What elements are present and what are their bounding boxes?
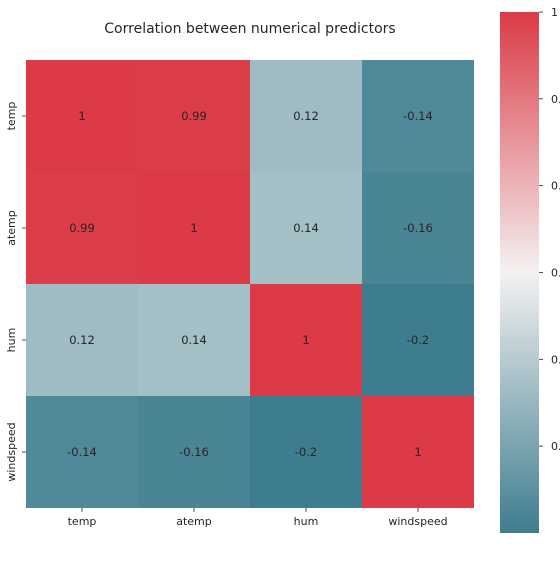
colorbar-tick-label: 0.8 <box>551 93 560 106</box>
colorbar-tick-label: 0.6 <box>551 180 560 193</box>
heatmap-cell <box>138 284 250 396</box>
heatmap-cell <box>250 396 362 508</box>
x-axis: temp atemp hum windspeed <box>68 508 448 528</box>
cell-value-label: -0.14 <box>403 109 433 123</box>
x-tick-label: windspeed <box>388 515 447 528</box>
heatmap-cell <box>362 396 474 508</box>
cell-value-label: -0.16 <box>179 445 209 459</box>
heatmap-cell <box>26 284 138 396</box>
cell-value-label: 1 <box>302 333 309 347</box>
colorbar: 1 0.8 0.6 0.4 0.2 0.0 <box>500 6 560 533</box>
heatmap-cell <box>362 60 474 172</box>
colorbar-tick-label: 1 <box>551 6 558 19</box>
heatmap-cells: 1 0.99 0.12 -0.14 0.99 1 0.14 -0.16 0.12 0.14 1 -0.… <box>26 60 474 508</box>
cell-value-label: -0.2 <box>295 445 317 459</box>
colorbar-gradient <box>500 12 539 533</box>
heatmap-cell <box>250 284 362 396</box>
colorbar-tick-label: 0.2 <box>551 353 560 366</box>
cell-value-label: 0.99 <box>69 221 95 235</box>
x-tick-label: temp <box>68 515 97 528</box>
y-tick-label: temp <box>5 102 18 131</box>
heatmap-cell <box>138 396 250 508</box>
cell-value-label: 0.99 <box>181 109 207 123</box>
heatmap-cell <box>26 396 138 508</box>
cell-value-label: -0.14 <box>67 445 97 459</box>
colorbar-tick-label: 0.4 <box>551 267 560 280</box>
cell-value-label: 0.14 <box>293 221 319 235</box>
cell-value-label: -0.2 <box>407 333 429 347</box>
y-tick-label: atemp <box>5 210 18 246</box>
colorbar-tick-label: 0.0 <box>551 440 560 453</box>
chart-title: Correlation between numerical predictors <box>104 21 395 37</box>
x-tick-label: atemp <box>176 515 212 528</box>
cell-value-label: 0.12 <box>293 109 319 123</box>
cell-value-label: 1 <box>414 445 421 459</box>
heatmap-cell <box>250 172 362 284</box>
cell-value-label: 0.14 <box>181 333 207 347</box>
cell-value-label: 1 <box>190 221 197 235</box>
y-tick-label: windspeed <box>5 422 18 481</box>
cell-value-label: -0.16 <box>403 221 433 235</box>
y-axis: temp atemp hum windspeed <box>5 102 26 482</box>
heatmap-cell <box>26 172 138 284</box>
heatmap-cell <box>26 60 138 172</box>
heatmap-cell <box>362 284 474 396</box>
x-tick-label: hum <box>294 515 319 528</box>
heatmap-cell <box>250 60 362 172</box>
cell-value-label: 0.12 <box>69 333 95 347</box>
heatmap-cell <box>138 60 250 172</box>
heatmap-cell <box>362 172 474 284</box>
y-tick-label: hum <box>5 328 18 353</box>
cell-value-label: 1 <box>78 109 85 123</box>
heatmap-cell <box>138 172 250 284</box>
